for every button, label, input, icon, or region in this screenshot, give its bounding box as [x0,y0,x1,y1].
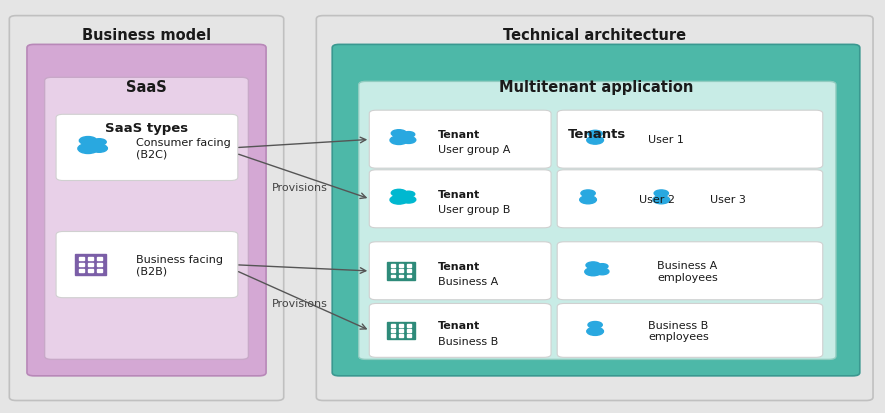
Text: SaaS types: SaaS types [105,122,189,135]
Circle shape [588,131,603,138]
Ellipse shape [587,137,604,145]
FancyBboxPatch shape [316,17,873,401]
Text: Provisions: Provisions [272,183,327,193]
Text: Multitenant application: Multitenant application [499,80,693,95]
Bar [399,324,403,327]
FancyBboxPatch shape [332,45,860,376]
Circle shape [581,190,596,197]
Bar [391,275,395,278]
FancyBboxPatch shape [369,242,551,300]
Bar [80,263,84,266]
Bar [391,324,395,327]
Circle shape [654,190,668,197]
Bar [399,335,403,337]
FancyBboxPatch shape [358,82,836,359]
Bar [97,258,102,261]
Bar [407,329,411,332]
Bar [88,263,93,266]
Bar [88,269,93,272]
FancyBboxPatch shape [558,242,823,300]
FancyBboxPatch shape [56,115,238,181]
Text: Tenants: Tenants [568,128,627,141]
FancyBboxPatch shape [369,171,551,228]
Circle shape [586,262,600,269]
Ellipse shape [78,144,98,154]
Circle shape [588,322,603,328]
Text: User 2: User 2 [639,195,675,204]
Bar [88,258,93,261]
Bar [74,255,106,275]
Bar [388,322,415,339]
Circle shape [391,190,406,197]
FancyBboxPatch shape [558,111,823,169]
Text: User 3: User 3 [710,195,746,204]
Bar [399,265,403,267]
FancyBboxPatch shape [27,45,266,376]
Ellipse shape [390,196,408,204]
Text: Tenant: Tenant [438,190,481,199]
Text: Tenant: Tenant [438,130,481,140]
Bar [407,270,411,273]
Circle shape [92,139,106,146]
Bar [407,324,411,327]
Bar [407,335,411,337]
FancyBboxPatch shape [558,304,823,358]
FancyBboxPatch shape [10,17,284,401]
FancyBboxPatch shape [56,232,238,298]
Ellipse shape [653,196,670,204]
Text: Tenant: Tenant [438,320,481,331]
Bar [391,335,395,337]
Ellipse shape [402,197,416,204]
Bar [97,269,102,272]
Text: Business A: Business A [438,276,498,286]
Ellipse shape [91,145,107,153]
Ellipse shape [596,268,609,275]
Text: Business A
employees: Business A employees [657,260,718,282]
Bar [399,275,403,278]
Text: Business B: Business B [438,336,498,346]
Text: Business model: Business model [82,28,212,43]
FancyBboxPatch shape [44,78,249,359]
Ellipse shape [390,136,408,145]
FancyBboxPatch shape [369,111,551,169]
Text: Technical architecture: Technical architecture [503,28,686,43]
Bar [399,270,403,273]
Ellipse shape [580,196,596,204]
Circle shape [403,132,415,138]
Text: User group A: User group A [438,145,511,155]
Bar [391,329,395,332]
Bar [97,263,102,266]
Bar [80,269,84,272]
Bar [407,265,411,267]
Circle shape [403,192,415,197]
Bar [388,262,415,280]
Text: Tenant: Tenant [438,261,481,271]
Text: Business B
employees: Business B employees [648,320,709,342]
Ellipse shape [402,137,416,144]
Bar [80,258,84,261]
Text: Consumer facing
(B2C): Consumer facing (B2C) [136,137,231,159]
Bar [407,275,411,278]
Ellipse shape [587,328,604,336]
Ellipse shape [585,268,602,276]
Circle shape [80,137,96,145]
Circle shape [596,264,608,269]
Bar [391,265,395,267]
Text: SaaS: SaaS [127,80,167,95]
Text: Provisions: Provisions [272,298,327,308]
FancyBboxPatch shape [369,304,551,358]
Text: User 1: User 1 [648,135,684,145]
FancyBboxPatch shape [558,171,823,228]
Bar [391,270,395,273]
Circle shape [391,131,406,138]
Text: User group B: User group B [438,204,511,215]
Text: Business facing
(B2B): Business facing (B2B) [136,254,223,276]
Bar [399,329,403,332]
